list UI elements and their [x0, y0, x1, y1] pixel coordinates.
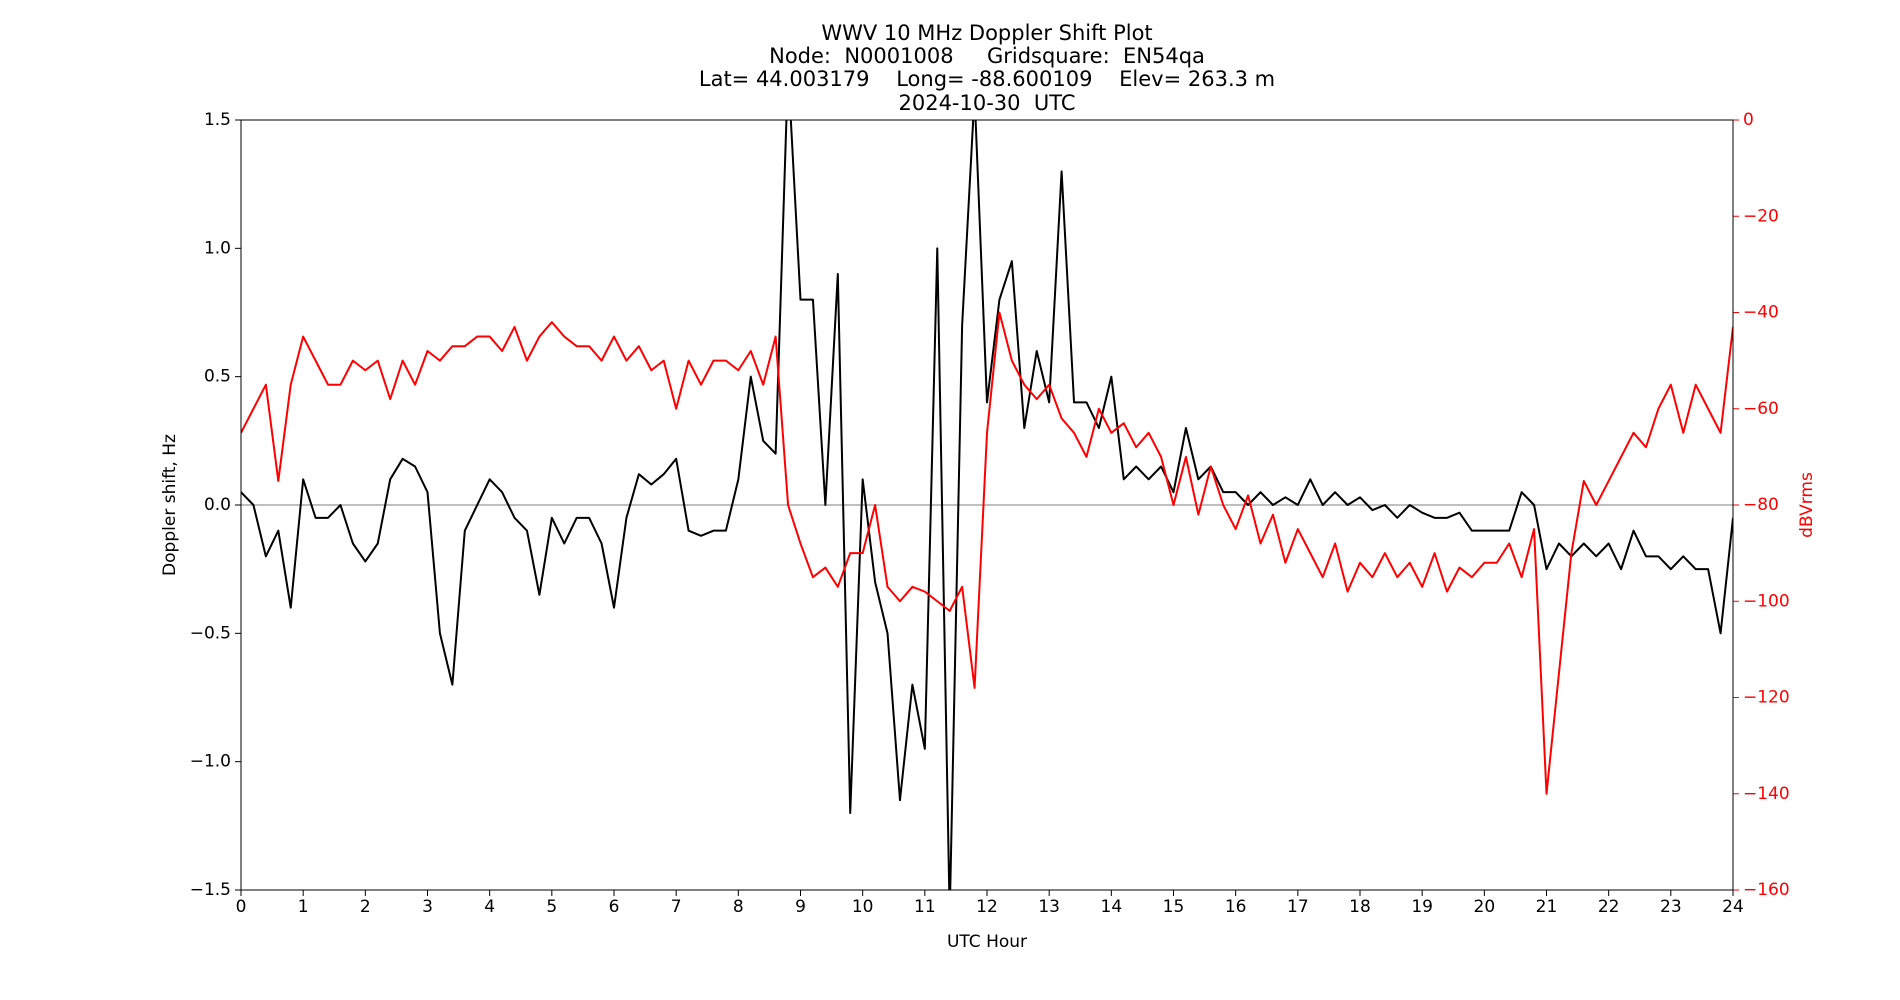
x-tick-label: 21 — [1536, 897, 1558, 917]
x-tick-label: 6 — [609, 897, 620, 917]
x-tick-label: 3 — [422, 897, 433, 917]
y2-tick-label: −140 — [1743, 784, 1790, 804]
x-tick-label: 2 — [360, 897, 371, 917]
plot-frame — [240, 119, 1734, 891]
x-tick-label: 13 — [1038, 897, 1060, 917]
x-tick-label: 24 — [1722, 897, 1744, 917]
series-line — [241, 311, 1733, 795]
x-tick-label: 10 — [852, 897, 874, 917]
y2-tick-label: −160 — [1743, 880, 1790, 900]
chart-subtitle: Lat= 44.003179 Long= -88.600109 Elev= 26… — [699, 67, 1275, 91]
x-tick-label: 16 — [1225, 897, 1247, 917]
x-tick-label: 14 — [1101, 897, 1123, 917]
x-tick-label: 11 — [914, 897, 936, 917]
x-tick-label: 9 — [795, 897, 806, 917]
y2-tick-label: −40 — [1743, 303, 1779, 323]
chart-subtitle: Node: N0001008 Gridsquare: EN54qa — [769, 44, 1205, 68]
plot-area — [241, 120, 1733, 890]
x-tick-label: 20 — [1474, 897, 1496, 917]
x-tick-label: 19 — [1411, 897, 1433, 917]
x-tick-label: 8 — [733, 897, 744, 917]
series-line — [241, 120, 1733, 890]
x-tick-label: 12 — [976, 897, 998, 917]
x-tick-label: 1 — [298, 897, 309, 917]
x-tick-label: 4 — [484, 897, 495, 917]
y-tick-label: 1.0 — [204, 238, 231, 258]
y2-tick-label: −100 — [1743, 591, 1790, 611]
y-axis-label: Doppler shift, Hz — [160, 434, 180, 576]
y2-tick-label: −20 — [1743, 206, 1779, 226]
y-tick-label: 0.0 — [204, 495, 231, 515]
y2-tick-label: −80 — [1743, 495, 1779, 515]
x-tick-label: 22 — [1598, 897, 1620, 917]
y-tick-label: −1.5 — [190, 880, 231, 900]
x-axis-label: UTC Hour — [947, 932, 1027, 952]
y2-tick-label: −120 — [1743, 688, 1790, 708]
chart-title: WWV 10 MHz Doppler Shift Plot — [821, 21, 1152, 45]
x-tick-label: 5 — [546, 897, 557, 917]
x-tick-label: 15 — [1163, 897, 1185, 917]
y2-tick-label: −60 — [1743, 399, 1779, 419]
chart-subtitle: 2024-10-30 UTC — [898, 91, 1075, 115]
y2-tick-label: 0 — [1743, 110, 1754, 130]
y-tick-label: 0.5 — [204, 367, 231, 387]
x-tick-label: 18 — [1349, 897, 1371, 917]
x-tick-label: 23 — [1660, 897, 1682, 917]
x-tick-label: 0 — [236, 897, 247, 917]
y-tick-label: 1.5 — [204, 110, 231, 130]
x-tick-label: 7 — [671, 897, 682, 917]
x-tick-label: 17 — [1287, 897, 1309, 917]
y-tick-label: −1.0 — [190, 752, 231, 772]
y2-axis-label: dBVrms — [1797, 472, 1817, 538]
y-tick-label: −0.5 — [190, 623, 231, 643]
